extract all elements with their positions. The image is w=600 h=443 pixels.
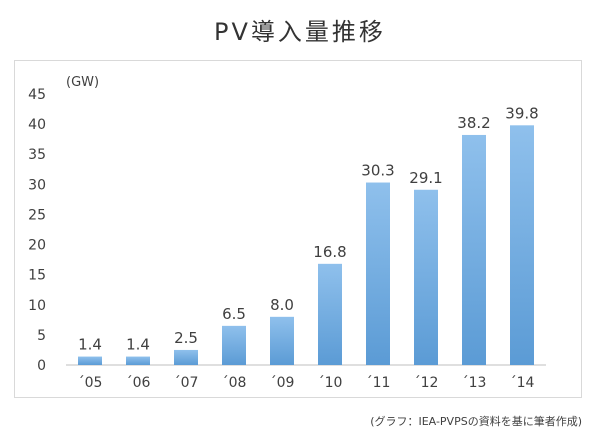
bars: 1.4 1.4 2.5 6.5 8.0 16.8 30.3 29.1 38.2 39.8 xyxy=(78,104,539,365)
y-axis-ticks: 0 5 10 15 20 25 30 35 40 45 xyxy=(28,87,46,374)
y-tick-label: 40 xyxy=(28,117,46,133)
bar-value-label: 2.5 xyxy=(174,329,198,347)
y-tick-label: 25 xyxy=(28,207,46,223)
bar xyxy=(366,182,390,365)
source-note: (グラフ：IEA-PVPSの資料を基に筆者作成) xyxy=(370,415,582,428)
chart-frame xyxy=(14,60,582,398)
y-tick-label: 45 xyxy=(28,87,46,103)
bar-value-label: 16.8 xyxy=(313,243,346,261)
x-tick-label: ´05 xyxy=(78,375,103,391)
bar xyxy=(318,263,342,365)
x-axis-ticks: ´05 ´06 ´07 ´08 ´09 ´10 ´11 ´12 ´13 ´14 xyxy=(78,375,535,391)
y-axis-label: (GW) xyxy=(66,75,99,90)
bar xyxy=(78,356,102,365)
x-tick-label: ´11 xyxy=(366,375,391,391)
bar xyxy=(462,134,486,365)
chart-title: PV導入量推移 xyxy=(214,18,386,46)
x-tick-label: ´12 xyxy=(414,375,439,391)
y-tick-label: 20 xyxy=(28,238,46,254)
y-tick-label: 35 xyxy=(28,147,46,163)
x-tick-label: ´13 xyxy=(462,375,487,391)
bar xyxy=(126,356,150,365)
y-tick-label: 15 xyxy=(28,268,46,284)
x-tick-label: ´08 xyxy=(222,375,247,391)
bar-value-label: 38.2 xyxy=(457,114,490,132)
bar-value-label: 39.8 xyxy=(505,104,538,122)
x-tick-label: ´06 xyxy=(126,375,151,391)
bar-value-label: 1.4 xyxy=(126,336,150,354)
bar xyxy=(174,349,198,365)
y-tick-label: 30 xyxy=(28,177,46,193)
x-tick-label: ´10 xyxy=(318,375,343,391)
bar-value-label: 8.0 xyxy=(270,296,294,314)
bar xyxy=(270,316,294,365)
bar xyxy=(510,125,534,365)
x-tick-label: ´07 xyxy=(174,375,199,391)
bar xyxy=(414,189,438,365)
bar-value-label: 6.5 xyxy=(222,305,246,323)
bar-value-label: 30.3 xyxy=(361,162,394,180)
x-tick-label: ´09 xyxy=(270,375,295,391)
bar xyxy=(222,325,246,365)
y-tick-label: 10 xyxy=(28,298,46,314)
y-tick-label: 5 xyxy=(37,328,46,344)
bar-value-label: 1.4 xyxy=(78,336,102,354)
bar-value-label: 29.1 xyxy=(409,169,442,187)
x-tick-label: ´14 xyxy=(510,375,535,391)
y-tick-label: 0 xyxy=(37,358,46,374)
